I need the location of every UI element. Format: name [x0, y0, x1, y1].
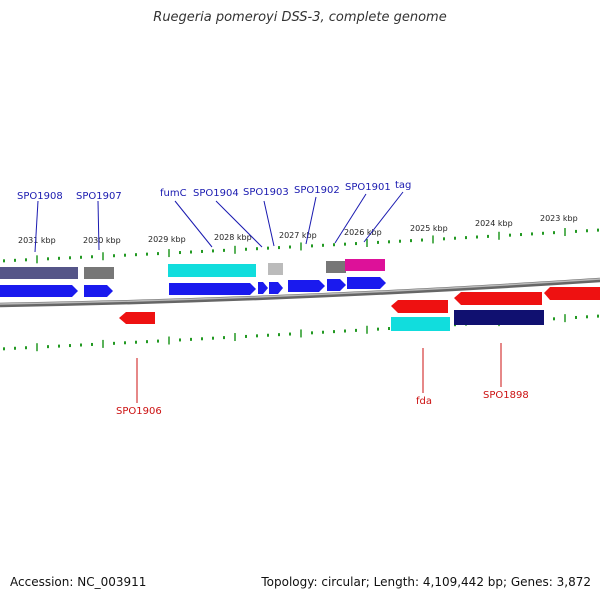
feature-gray-1907	[84, 267, 114, 279]
gene-arrow-spo1907	[84, 285, 113, 297]
gene-arrow-spo1901	[327, 279, 346, 291]
genome-backbone-highlight	[0, 278, 600, 305]
feature-magenta-tag	[345, 259, 385, 271]
gene-arrow-spo1903	[269, 282, 283, 294]
kbp-tick-label: 2029 kbp	[148, 235, 186, 244]
gene-label-fda: fda	[416, 396, 432, 407]
gene-arrow-spo1898	[454, 292, 542, 305]
feature-cyan-fumC	[168, 264, 256, 277]
kbp-tick-label: 2024 kbp	[475, 219, 513, 228]
gene-arrow-spo1906	[119, 312, 155, 324]
gene-label-fumC: fumC	[160, 188, 187, 199]
leader-fumC	[174, 200, 213, 248]
kbp-labels: 2031 kbp 2030 kbp 2029 kbp 2028 kbp 2027 kbp…	[18, 214, 578, 245]
leader-spo1903	[263, 200, 275, 247]
gene-label-spo1902: SPO1902	[294, 185, 340, 196]
gene-arrow-fda	[391, 300, 448, 313]
gene-arrow-tag	[347, 277, 386, 289]
feature-lightgray-1903	[268, 263, 283, 275]
gene-arrow-fumC	[169, 283, 256, 295]
feature-cyan-fda	[391, 317, 450, 331]
leader-spo1907	[97, 200, 100, 251]
gene-label-spo1901: SPO1901	[345, 182, 391, 193]
leader-spo1908	[34, 200, 39, 253]
kbp-tick-label: 2031 kbp	[18, 236, 56, 245]
tick-row-top	[3, 228, 599, 264]
gene-arrow-spo1904	[258, 282, 268, 294]
gene-label-spo1904: SPO1904	[193, 188, 239, 199]
gene-arrow-right-edge	[544, 287, 600, 300]
gene-label-spo1906: SPO1906	[116, 406, 162, 417]
leader-spo1904	[215, 200, 263, 248]
gene-label-spo1898: SPO1898	[483, 390, 529, 401]
feature-gray-1901	[326, 261, 346, 273]
gene-label-spo1903: SPO1903	[243, 187, 289, 198]
gene-label-spo1908: SPO1908	[17, 191, 63, 202]
feature-slate-left	[0, 267, 78, 279]
feature-navy-1898	[454, 310, 544, 325]
gene-label-spo1907: SPO1907	[76, 191, 122, 202]
kbp-tick-label: 2028 kbp	[214, 233, 252, 242]
accession-text: Accession: NC_003911	[10, 575, 147, 589]
kbp-tick-label: 2026 kbp	[344, 228, 382, 237]
leader-tag	[363, 191, 404, 243]
kbp-tick-label: 2027 kbp	[279, 231, 317, 240]
gene-arrow-spo1902	[288, 280, 325, 292]
kbp-tick-label: 2023 kbp	[540, 214, 578, 223]
kbp-tick-label: 2025 kbp	[410, 224, 448, 233]
kbp-tick-label: 2030 kbp	[83, 236, 121, 245]
map-title: Ruegeria pomeroyi DSS-3, complete genome	[153, 10, 447, 25]
leader-spo1901	[334, 193, 367, 244]
gene-label-tag: tag	[395, 180, 411, 191]
leader-spo1902	[305, 196, 317, 245]
gene-arrow-spo1908	[0, 285, 78, 297]
genome-backbone	[0, 277, 600, 308]
topology-text: Topology: circular; Length: 4,109,442 bp…	[261, 575, 591, 589]
